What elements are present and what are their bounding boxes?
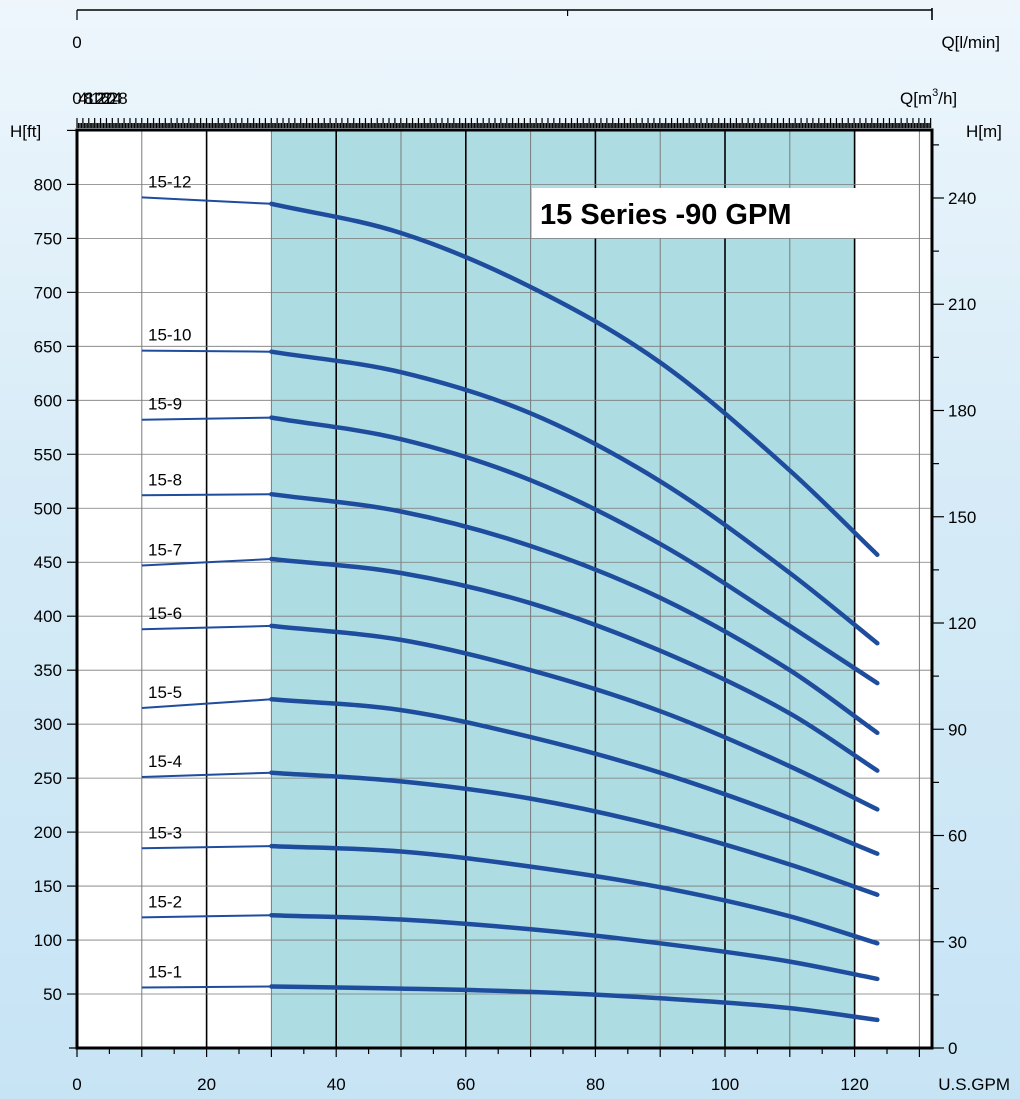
curve-label: 15-2	[148, 892, 182, 911]
curve-segment-thin	[141, 914, 272, 919]
y-left-axis-unit: H[ft]	[10, 122, 41, 141]
curve-label: 15-12	[148, 172, 191, 191]
curve-label: 15-8	[148, 470, 182, 489]
y-left-tick-label: 800	[34, 175, 62, 194]
y-left-tick-label: 250	[34, 769, 62, 788]
curve-15-3: 15-3	[141, 823, 880, 946]
curve-label: 15-1	[148, 963, 182, 982]
y-left-tick-label: 300	[34, 715, 62, 734]
top-lmin-axis-unit: Q[l/min]	[941, 33, 1000, 52]
curve-segment-thin	[141, 493, 272, 497]
y-left-tick-label: 400	[34, 607, 62, 626]
y-right-tick-label: 0	[948, 1039, 957, 1058]
y-left-tick-label: 650	[34, 337, 62, 356]
top-m3h-tick-label: 8	[84, 89, 93, 108]
curve-15-2: 15-2	[141, 892, 880, 982]
y-right-tick-label: 60	[948, 827, 967, 846]
curve-15-5: 15-5	[141, 683, 880, 856]
y-left-tick-label: 200	[34, 823, 62, 842]
x-axis-unit: U.S.GPM	[938, 1075, 1010, 1094]
curve-15-10: 15-10	[141, 326, 880, 646]
curve-segment-thick	[269, 843, 880, 946]
y-left-tick-label: 100	[34, 931, 62, 950]
curve-segment-thick	[269, 491, 880, 736]
curve-15-12: 15-12	[141, 172, 880, 557]
top-m3h-tick-label: 0	[72, 89, 81, 108]
x-tick-label: 60	[456, 1075, 475, 1094]
curve-segment-thin	[141, 845, 272, 850]
x-tick-label: 120	[840, 1075, 868, 1094]
y-left-tick-label: 50	[43, 985, 62, 1004]
x-tick-label: 80	[586, 1075, 605, 1094]
x-tick-label: 0	[72, 1075, 81, 1094]
curve-label: 15-4	[148, 752, 182, 771]
curve-segment-thick	[269, 349, 880, 646]
y-left-tick-label: 750	[34, 229, 62, 248]
curve-segment-thick	[269, 770, 880, 897]
chart-title: 15 Series -90 GPM	[540, 199, 791, 231]
top-m3h-tick-label: 24	[103, 89, 122, 108]
axes	[67, 8, 944, 1057]
curve-label: 15-6	[148, 604, 182, 623]
curve-15-6: 15-6	[141, 604, 880, 812]
curve-15-9: 15-9	[141, 395, 880, 686]
curve-label: 15-7	[148, 540, 182, 559]
curve-segment-thin	[141, 349, 272, 353]
x-tick-label: 100	[711, 1075, 739, 1094]
curve-segment-thin	[141, 985, 272, 989]
curve-segment-thick	[269, 623, 880, 812]
x-tick-label: 20	[197, 1075, 216, 1094]
curve-15-8: 15-8	[141, 470, 880, 736]
top-m3h-tick-label: 28	[109, 89, 128, 108]
top-m3h-tick-label: 4	[78, 89, 87, 108]
curve-segment-thin	[141, 698, 272, 709]
y-right-tick-label: 180	[948, 401, 976, 420]
y-left-tick-label: 450	[34, 553, 62, 572]
y-right-tick-label: 240	[948, 189, 976, 208]
y-left-tick-label: 500	[34, 499, 62, 518]
top-lmin-tick-label: 0	[72, 33, 81, 52]
y-left-tick-label: 700	[34, 283, 62, 302]
curve-15-4: 15-4	[141, 752, 880, 897]
curve-segment-thick	[269, 556, 880, 773]
y-right-tick-label: 30	[948, 933, 967, 952]
curve-15-1: 15-1	[141, 963, 880, 1023]
curve-segment-thick	[269, 415, 880, 686]
curve-segment-thick	[269, 984, 880, 1023]
top-m3h-tick-label: 12	[85, 89, 104, 108]
x-tick-label: 40	[327, 1075, 346, 1094]
top-m3h-axis-unit: Q[m3/h]	[900, 87, 957, 108]
y-right-axis-unit: H[m]	[966, 122, 1002, 141]
curve-segment-thin	[141, 416, 272, 421]
y-right-tick-label: 150	[948, 508, 976, 527]
tick-labels: 0 20 40 60 80 100 120 U.S.GPM501001502002503003…	[10, 33, 1010, 1094]
performance-curves: 15-1 15-2 15-3 15-4 15-5 15-6 15-7 15-8 15-9 15-1…	[141, 172, 880, 1023]
y-right-tick-label: 120	[948, 614, 976, 633]
curve-label: 15-10	[148, 326, 191, 345]
grid-lines	[77, 130, 932, 1048]
curve-segment-thin	[141, 196, 272, 205]
top-m3h-tick-label: 16	[91, 89, 110, 108]
curve-label: 15-5	[148, 683, 182, 702]
curve-segment-thick	[269, 697, 880, 856]
curve-label: 15-9	[148, 395, 182, 414]
curve-label: 15-3	[148, 823, 182, 842]
curve-segment-thin	[141, 558, 272, 567]
y-left-tick-label: 150	[34, 877, 62, 896]
title-box: 15 Series -90 GPM	[532, 188, 858, 238]
y-left-tick-label: 550	[34, 445, 62, 464]
curve-segment-thin	[141, 771, 272, 778]
y-left-tick-label: 350	[34, 661, 62, 680]
top-m3h-tick-label: 20	[97, 89, 116, 108]
curve-segment-thick	[269, 201, 880, 557]
recommended-range-band	[271, 130, 855, 1048]
curve-segment-thick	[269, 912, 880, 982]
y-left-tick-label: 600	[34, 391, 62, 410]
y-right-tick-label: 210	[948, 295, 976, 314]
curve-segment-thin	[141, 624, 272, 631]
curve-15-7: 15-7	[141, 540, 880, 773]
y-right-tick-label: 90	[948, 720, 967, 739]
